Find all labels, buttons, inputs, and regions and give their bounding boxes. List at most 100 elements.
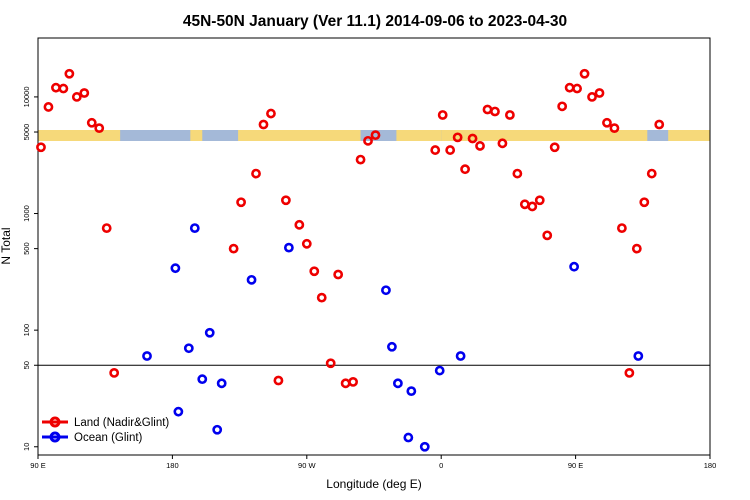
ocean-data-point: [285, 244, 292, 251]
land-data-point: [439, 111, 446, 118]
land-data-point: [529, 203, 536, 210]
map-land-span: [190, 130, 202, 141]
x-tick-label: 90 E: [30, 461, 45, 470]
y-tick-label: 10000: [22, 86, 31, 107]
land-data-point: [318, 294, 325, 301]
data-points: [37, 70, 662, 450]
land-data-point: [88, 119, 95, 126]
land-data-point: [618, 225, 625, 232]
y-tick-label: 10: [22, 443, 31, 451]
land-data-point: [96, 125, 103, 132]
ocean-data-point: [388, 343, 395, 350]
land-data-point: [432, 146, 439, 153]
ocean-data-point: [214, 426, 221, 433]
land-data-point: [596, 89, 603, 96]
land-data-point: [296, 221, 303, 228]
land-data-point: [559, 103, 566, 110]
land-data-point: [73, 93, 80, 100]
x-axis: 90 E 180 90 W 0 90 E 180: [30, 455, 716, 470]
land-data-point: [491, 108, 498, 115]
land-data-point: [461, 166, 468, 173]
ocean-data-point: [421, 443, 428, 450]
land-data-point: [267, 110, 274, 117]
land-data-point: [506, 111, 513, 118]
y-tick-label: 5000: [22, 124, 31, 141]
map-land-span: [396, 130, 441, 141]
plot-frame: [38, 38, 710, 455]
x-tick-label: 90 W: [298, 461, 316, 470]
legend-item-land: Land (Nadir&Glint): [42, 417, 169, 429]
land-data-point: [282, 197, 289, 204]
land-data-point: [648, 170, 655, 177]
ocean-data-point: [248, 276, 255, 283]
land-data-point: [573, 85, 580, 92]
legend-label-ocean: Ocean (Glint): [74, 432, 143, 444]
land-data-point: [499, 140, 506, 147]
land-data-point: [260, 121, 267, 128]
x-tick-label: 90 E: [568, 461, 583, 470]
x-tick-label: 180: [704, 461, 717, 470]
ocean-data-point: [175, 408, 182, 415]
map-land-span: [238, 130, 360, 141]
ocean-data-point: [436, 367, 443, 374]
land-data-point: [52, 84, 59, 91]
ocean-data-point: [382, 287, 389, 294]
land-data-point: [551, 144, 558, 151]
land-data-point: [476, 142, 483, 149]
ocean-data-point: [172, 265, 179, 272]
y-axis: 10 50 100 500 1000 5000 10000: [22, 86, 38, 450]
land-data-point: [566, 84, 573, 91]
land-data-point: [230, 245, 237, 252]
x-tick-label: 0: [439, 461, 443, 470]
land-data-point: [484, 106, 491, 113]
ocean-data-point: [185, 345, 192, 352]
ocean-data-point: [571, 263, 578, 270]
land-data-point: [275, 377, 282, 384]
land-data-point: [342, 380, 349, 387]
legend: Land (Nadir&Glint) Ocean (Glint): [42, 417, 169, 444]
ocean-data-point: [408, 388, 415, 395]
ocean-data-point: [394, 380, 401, 387]
legend-item-ocean: Ocean (Glint): [42, 432, 143, 444]
land-data-point: [335, 271, 342, 278]
ocean-data-point: [206, 329, 213, 336]
land-data-point: [357, 156, 364, 163]
ocean-data-point: [405, 434, 412, 441]
land-data-point: [611, 125, 618, 132]
land-data-point: [60, 85, 67, 92]
ocean-data-point: [218, 380, 225, 387]
chart-title: 45N-50N January (Ver 11.1) 2014-09-06 to…: [183, 13, 567, 30]
ocean-data-point: [457, 352, 464, 359]
land-data-point: [311, 268, 318, 275]
y-axis-title: N Total: [0, 227, 13, 264]
land-data-point: [327, 360, 334, 367]
land-data-point: [633, 245, 640, 252]
land-data-point: [514, 170, 521, 177]
land-data-point: [603, 119, 610, 126]
land-data-point: [626, 369, 633, 376]
land-data-point: [447, 146, 454, 153]
y-tick-label: 100: [22, 324, 31, 337]
y-tick-label: 500: [22, 242, 31, 255]
x-tick-label: 180: [166, 461, 179, 470]
land-data-point: [111, 369, 118, 376]
ocean-data-point: [199, 376, 206, 383]
land-data-point: [45, 103, 52, 110]
land-data-point: [588, 93, 595, 100]
land-data-point: [521, 201, 528, 208]
ocean-data-point: [635, 352, 642, 359]
map-land-span: [38, 130, 120, 141]
ocean-data-point: [191, 225, 198, 232]
land-data-point: [656, 121, 663, 128]
map-land-span: [668, 130, 710, 141]
land-data-point: [641, 199, 648, 206]
ocean-data-point: [143, 352, 150, 359]
land-data-point: [303, 240, 310, 247]
legend-label-land: Land (Nadir&Glint): [74, 417, 169, 429]
land-data-point: [37, 144, 44, 151]
land-data-point: [536, 197, 543, 204]
land-data-point: [103, 225, 110, 232]
x-axis-title: Longitude (deg E): [326, 477, 421, 491]
land-data-point: [66, 70, 73, 77]
